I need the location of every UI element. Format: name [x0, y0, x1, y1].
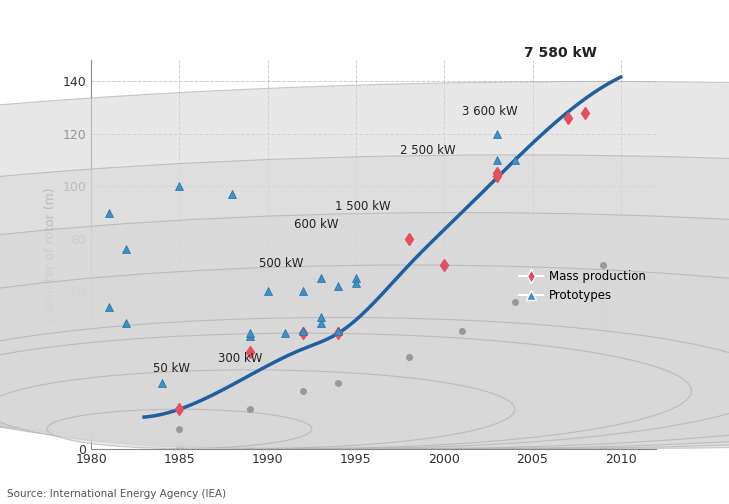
Text: 50 kW: 50 kW	[153, 362, 190, 375]
Circle shape	[0, 318, 729, 449]
Text: 300 kW: 300 kW	[218, 352, 262, 365]
Bar	[335, 383, 342, 449]
Text: Source: International Energy Agency (IEA): Source: International Energy Agency (IEA…	[7, 489, 227, 499]
Bar	[459, 331, 465, 449]
Bar	[600, 265, 607, 449]
Text: 7 580 kW: 7 580 kW	[523, 46, 596, 60]
Circle shape	[0, 82, 729, 449]
Bar	[511, 302, 518, 449]
Text: 600 kW: 600 kW	[295, 218, 339, 231]
Legend: Mass production, Prototypes: Mass production, Prototypes	[515, 266, 650, 307]
Circle shape	[0, 155, 729, 449]
Bar	[300, 391, 306, 449]
Circle shape	[0, 213, 729, 449]
Text: 500 kW: 500 kW	[259, 257, 303, 270]
Y-axis label: Diameter of rotor (m): Diameter of rotor (m)	[44, 187, 57, 322]
Bar	[176, 429, 183, 449]
Circle shape	[47, 409, 312, 449]
Bar	[405, 357, 413, 449]
Circle shape	[0, 265, 729, 449]
Bar	[246, 409, 254, 449]
Circle shape	[0, 370, 515, 449]
Text: 2 500 kW: 2 500 kW	[400, 145, 456, 157]
Circle shape	[0, 333, 691, 449]
Text: 1 500 kW: 1 500 kW	[335, 200, 391, 213]
Text: 3 600 kW: 3 600 kW	[462, 105, 518, 118]
